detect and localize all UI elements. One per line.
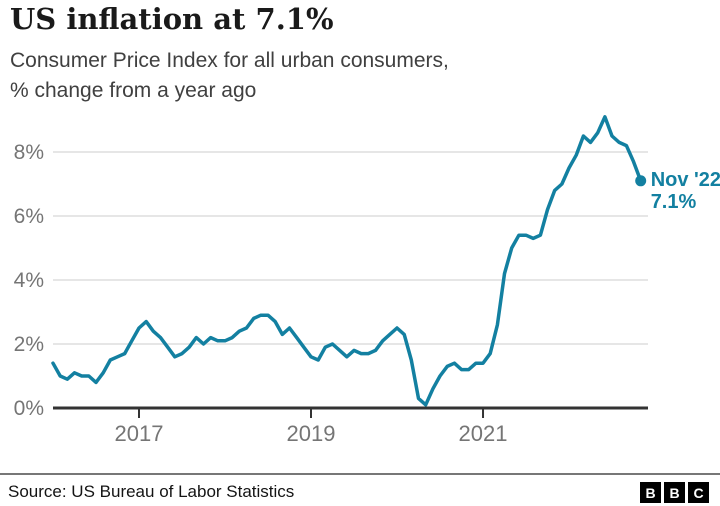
inflation-line [51,115,643,407]
x-axis-label: 2017 [115,421,164,446]
bbc-logo-letter: B [640,482,661,503]
x-axis-label: 2019 [287,421,336,446]
page-title: US inflation at 7.1% [10,2,334,36]
y-axis-label: 4% [14,269,44,292]
bbc-logo-letter: C [688,482,709,503]
y-axis-label: 0% [14,397,44,420]
source-text: Source: US Bureau of Labor Statistics [8,482,295,501]
bbc-logo: B B C [640,482,709,503]
chart-subtitle-line1: Consumer Price Index for all urban consu… [10,49,449,72]
chart-subtitle: Consumer Price Index for all urban consu… [10,46,449,106]
y-axis-label: 2% [14,333,44,356]
x-axis-label: 2021 [459,421,508,446]
annotation-value: 7.1% [651,191,697,213]
bbc-logo-letter: B [664,482,685,503]
endpoint-marker [635,175,647,187]
footer-divider [0,473,720,475]
y-axis-label: 8% [14,141,44,164]
chart-subtitle-line2: % change from a year ago [10,79,257,102]
annotation-date: Nov '22 [651,169,720,191]
y-axis-label: 6% [14,205,44,228]
inflation-line-chart: 0% 2% 4% 6% 8% 2017 2019 2021 Nov '227.1% [14,115,720,446]
